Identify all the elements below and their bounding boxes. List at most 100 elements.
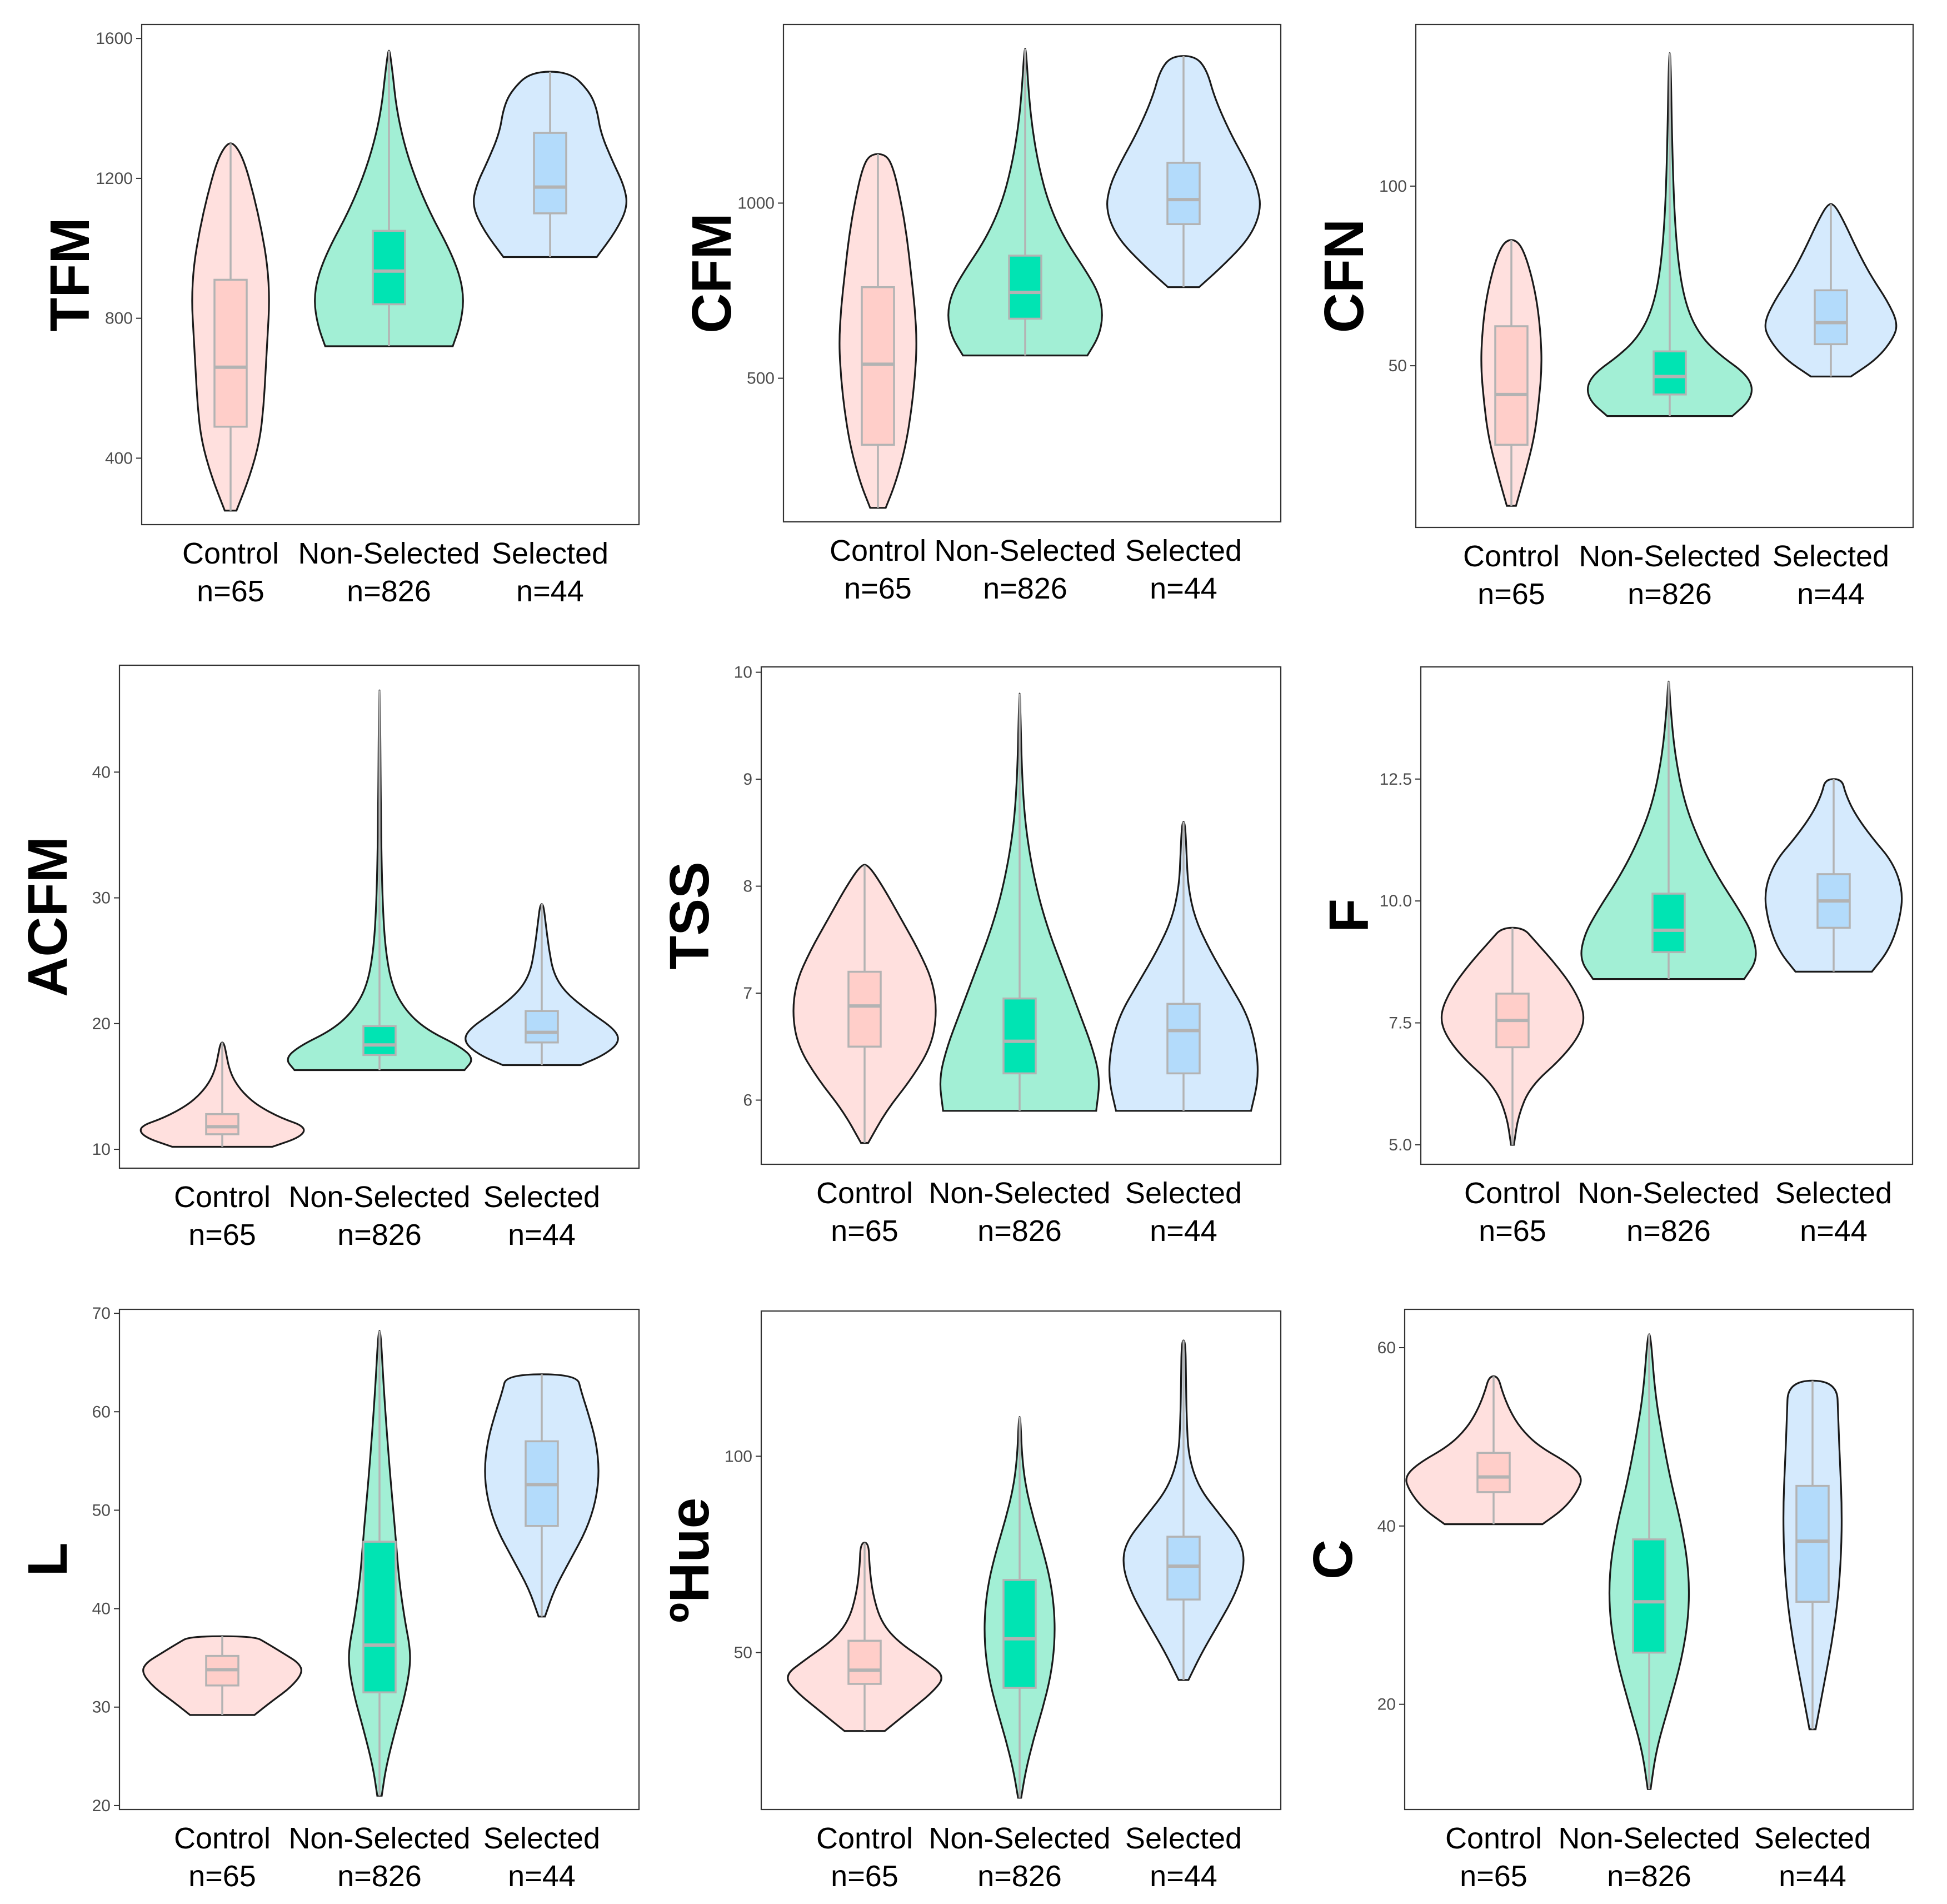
y-tick-label: 50 xyxy=(734,1643,752,1662)
y-tick-label: 1200 xyxy=(96,170,133,188)
y-tick-label: 40 xyxy=(92,1600,111,1618)
x-category-label: Non-Selected xyxy=(288,1822,470,1855)
y-tick-label: 40 xyxy=(92,763,111,781)
x-category-label: Non-Selected xyxy=(928,1822,1110,1855)
x-count-label: n=65 xyxy=(831,1860,898,1893)
y-tick-label: 10 xyxy=(734,664,752,682)
y-tick-label: 70 xyxy=(92,1304,111,1323)
x-count-label: n=44 xyxy=(1779,1860,1846,1893)
box-control xyxy=(847,970,882,1048)
y-axis-title: ºHue xyxy=(658,1498,721,1623)
box-selected xyxy=(1166,162,1201,226)
x-count-label: n=826 xyxy=(977,1860,1062,1893)
y-tick-label: 60 xyxy=(92,1403,111,1421)
y-tick-label: 9 xyxy=(743,770,752,789)
x-count-label: n=826 xyxy=(1607,1860,1691,1893)
y-axis-title: F xyxy=(1318,899,1380,933)
x-category-label: Control xyxy=(816,1177,913,1210)
y-tick-label: 100 xyxy=(1379,177,1407,196)
panel-tss-group: 6 7 8 9 10 TSS Control n=65 Non-Selected n=826 Sel… xyxy=(658,664,1282,1248)
y-tick-label: 8 xyxy=(743,878,752,896)
y-tick-label: 20 xyxy=(92,1015,111,1033)
panel-cfn-group: 50 100 CFN Control n=65 Non-Selected n=826 Sele… xyxy=(1313,23,1914,611)
box-control xyxy=(1494,325,1529,446)
box-non-selected xyxy=(1632,1538,1666,1654)
panel-f-group: 5.0 7.5 10.0 12.5 F Control n=65 Non-Selected n=… xyxy=(1318,666,1914,1248)
x-count-label: n=44 xyxy=(1797,577,1865,611)
y-tick-label: 30 xyxy=(92,889,111,908)
box-non-selected xyxy=(372,230,406,306)
box-non-selected xyxy=(1008,255,1042,320)
panel-tfm-group: 400 800 1200 1600 TFM Control n=65 Non-Selected… xyxy=(39,23,640,608)
y-tick-label: 10.0 xyxy=(1380,892,1412,910)
y-tick-label: 1600 xyxy=(96,29,133,48)
x-count-label: n=65 xyxy=(188,1218,256,1252)
box-non-selected xyxy=(1002,1579,1037,1689)
x-count-label: n=826 xyxy=(337,1860,422,1893)
y-axis-title: ACFM xyxy=(17,836,79,997)
box-non-selected xyxy=(1002,997,1037,1075)
x-count-label: n=44 xyxy=(516,575,584,608)
box-non-selected xyxy=(1653,350,1687,396)
y-axis-title: C xyxy=(1302,1539,1364,1579)
box-selected xyxy=(1166,1003,1201,1075)
box-non-selected xyxy=(1651,893,1686,954)
box-control xyxy=(205,1113,239,1135)
y-tick-label: 7.5 xyxy=(1389,1014,1412,1033)
x-category-label: Control xyxy=(830,534,926,567)
box-selected xyxy=(1795,1484,1830,1603)
x-category-label: Control xyxy=(174,1180,271,1214)
y-tick-label: 100 xyxy=(725,1447,752,1466)
x-count-label: n=65 xyxy=(1479,1214,1546,1248)
x-count-label: n=65 xyxy=(831,1214,898,1248)
y-tick-label: 5.0 xyxy=(1389,1136,1412,1154)
x-category-label: Selected xyxy=(1125,1822,1242,1855)
box-selected xyxy=(1166,1536,1201,1601)
x-count-label: n=65 xyxy=(197,575,264,608)
x-category-label: Control xyxy=(182,537,279,570)
panels-group: 400 800 1200 1600 TFM Control n=65 Non-Selected… xyxy=(17,23,1914,1893)
panel-acfm-group: 10 20 30 40 ACFM Control n=65 Non-Selected n=826… xyxy=(17,664,640,1252)
x-category-label: Selected xyxy=(492,537,608,570)
y-tick-label: 10 xyxy=(92,1140,111,1159)
x-count-label: n=44 xyxy=(1150,1860,1217,1893)
y-tick-label: 30 xyxy=(92,1698,111,1717)
x-category-label: Selected xyxy=(1775,1177,1892,1210)
x-count-label: n=44 xyxy=(1150,1214,1217,1248)
x-count-label: n=826 xyxy=(347,575,431,608)
x-count-label: n=44 xyxy=(1150,572,1217,605)
y-axis-title: CFN xyxy=(1313,219,1375,333)
x-category-label: Non-Selected xyxy=(1579,540,1760,573)
y-tick-label: 7 xyxy=(743,984,752,1003)
x-category-label: Control xyxy=(1464,1177,1561,1210)
box-selected xyxy=(1814,289,1848,346)
y-tick-label: 12.5 xyxy=(1380,770,1412,789)
x-count-label: n=65 xyxy=(1460,1860,1527,1893)
y-tick-label: 800 xyxy=(105,310,133,328)
x-category-label: Selected xyxy=(1773,540,1889,573)
x-category-label: Non-Selected xyxy=(288,1180,470,1214)
x-category-label: Selected xyxy=(1125,534,1242,567)
x-category-label: Non-Selected xyxy=(934,534,1116,567)
panel-l-group: 20 30 40 50 60 70 L Control n=65 Non-Selected n=82… xyxy=(17,1304,640,1893)
y-axis-title: CFM xyxy=(681,213,743,333)
x-count-label: n=826 xyxy=(337,1218,422,1252)
box-control xyxy=(1476,1452,1511,1493)
x-category-label: Control xyxy=(1463,540,1560,573)
panel-hue-group: 50 100 ºHue Control n=65 Non-Selected n=826 Sel… xyxy=(658,1310,1282,1893)
x-category-label: Non-Selected xyxy=(298,537,480,570)
y-tick-label: 50 xyxy=(92,1501,111,1519)
box-control xyxy=(861,286,895,446)
y-axis-title: L xyxy=(17,1542,79,1576)
x-count-label: n=826 xyxy=(1628,577,1712,611)
box-selected xyxy=(525,1010,559,1044)
x-category-label: Selected xyxy=(1125,1177,1242,1210)
y-tick-label: 400 xyxy=(105,449,133,467)
panel-c-group: 20 40 60 C Control n=65 Non-Selected n=826 Selec… xyxy=(1302,1308,1914,1893)
y-tick-label: 6 xyxy=(743,1091,752,1110)
y-tick-label: 50 xyxy=(1389,357,1407,375)
x-count-label: n=65 xyxy=(844,572,912,605)
x-count-label: n=44 xyxy=(508,1860,576,1893)
